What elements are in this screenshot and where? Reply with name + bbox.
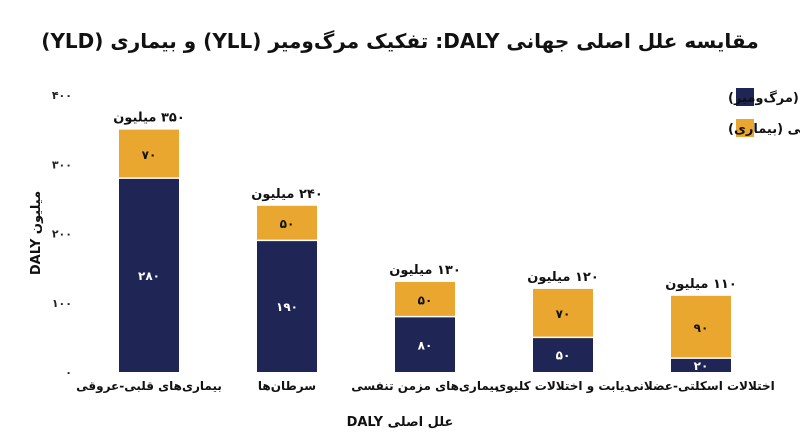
y-axis: ۰ ۱۰۰ ۲۰۰ ۳۰۰ ۴۰۰ bbox=[52, 89, 72, 379]
bar-total-label: ۱۲۰ میلیون bbox=[527, 270, 599, 285]
bar-segment-yll bbox=[257, 240, 317, 372]
y-tick-label: ۴۰۰ bbox=[52, 89, 72, 102]
legend-swatch bbox=[736, 88, 754, 106]
x-category-label: بیماری‌های مزمن تنفسی bbox=[351, 379, 499, 393]
bar-segment-yld bbox=[257, 205, 317, 241]
legend: YLL: سال‌های از دست رفته عمر (مرگ‌ومیر) Y… bbox=[728, 88, 800, 137]
segment-value-label: ۵۰ bbox=[418, 293, 433, 307]
y-tick-label: ۲۰۰ bbox=[52, 228, 72, 241]
bar-segment-yll bbox=[671, 358, 731, 372]
bar-segment-yld bbox=[119, 129, 179, 179]
x-axis-title: علل اصلی DALY bbox=[347, 415, 454, 430]
x-category-label: سرطان‌ها bbox=[258, 379, 316, 393]
bar-segment-yll bbox=[533, 337, 593, 372]
chart-title: مقایسه علل اصلی جهانی DALY: تفکیک مرگ‌وم… bbox=[41, 29, 758, 53]
x-axis-categories: بیماری‌های قلبی-عروقی سرطان‌ها بیماری‌های … bbox=[76, 379, 775, 394]
segment-value-label: ۹۰ bbox=[694, 321, 709, 335]
segment-value-label: ۲۸۰ bbox=[138, 269, 160, 283]
bars: ۲۸۰ ۷۰ ۳۵۰ میلیون ۱۹۰ ۵۰ ۲۴۰ میلیون ۸۰ ۵۰ ۱۳۰ می… bbox=[113, 111, 737, 373]
y-tick-label: ۳۰۰ bbox=[52, 158, 72, 171]
x-category-label: دیابت و اختلالات کلیوی bbox=[495, 379, 630, 394]
bar-total-label: ۱۳۰ میلیون bbox=[389, 263, 461, 278]
segment-value-label: ۷۰ bbox=[142, 148, 157, 162]
bar-segment-yll bbox=[119, 178, 179, 372]
legend-label: YLD: سال‌های زندگی با ناتوانی (بیماری) bbox=[728, 121, 800, 137]
bar-segment-yld bbox=[671, 295, 731, 359]
y-tick-label: ۱۰۰ bbox=[52, 297, 72, 310]
bar-total-label: ۲۴۰ میلیون bbox=[251, 187, 323, 202]
x-category-label: اختلالات اسکلتی-عضلانی bbox=[627, 379, 775, 393]
x-category-label: بیماری‌های قلبی-عروقی bbox=[76, 379, 222, 394]
bar-total-label: ۱۱۰ میلیون bbox=[665, 277, 737, 292]
legend-label: YLL: سال‌های از دست رفته عمر (مرگ‌ومیر) bbox=[728, 89, 800, 106]
y-tick-label: ۰ bbox=[65, 366, 72, 379]
legend-swatch bbox=[736, 119, 754, 137]
segment-value-label: ۲۰ bbox=[694, 359, 709, 373]
y-axis-title: DALY میلیون bbox=[29, 191, 44, 275]
segment-value-label: ۷۰ bbox=[556, 307, 571, 321]
segment-value-label: ۸۰ bbox=[418, 338, 433, 352]
segment-value-label: ۵۰ bbox=[280, 217, 295, 231]
bar-segment-yld bbox=[395, 281, 455, 317]
bar-segment-yll bbox=[395, 316, 455, 372]
bar-segment-yld bbox=[533, 288, 593, 338]
bar-total-label: ۳۵۰ میلیون bbox=[113, 111, 185, 126]
segment-value-label: ۱۹۰ bbox=[276, 300, 298, 314]
segment-value-label: ۵۰ bbox=[556, 349, 571, 363]
